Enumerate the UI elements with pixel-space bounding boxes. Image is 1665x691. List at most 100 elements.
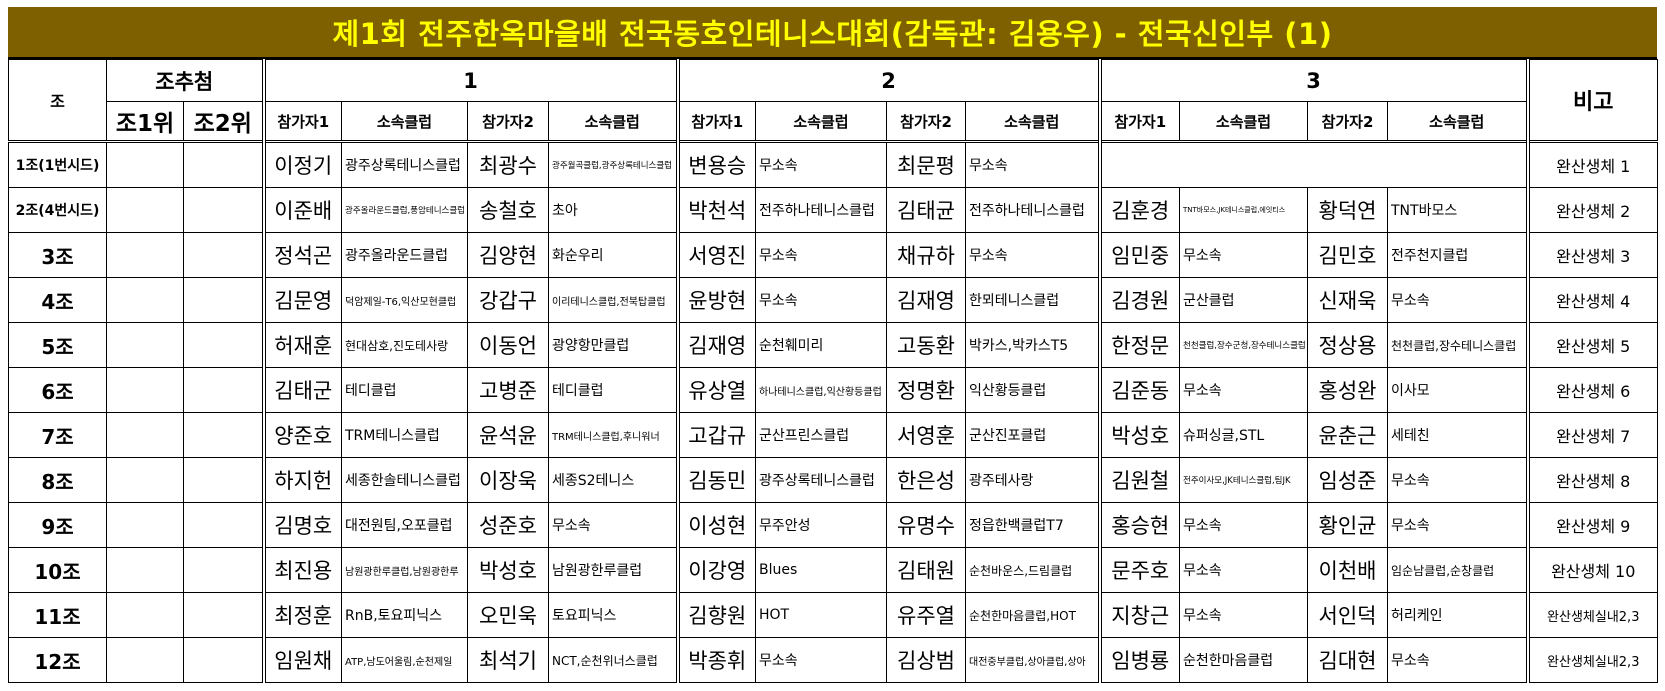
slot-2-header: 2 — [675, 59, 1100, 102]
group-label: 5조 — [8, 322, 107, 368]
rank2-cell[interactable] — [183, 232, 264, 278]
slot-2-club2: 군산진포클럽 — [965, 412, 1100, 458]
slot-2-club2: 무소속 — [965, 232, 1100, 278]
slot-1-player1: 양준호 — [261, 412, 342, 458]
rank2-cell[interactable] — [183, 322, 264, 368]
slot-1-player1: 최정훈 — [261, 592, 342, 638]
rank2-cell[interactable] — [183, 637, 264, 683]
slot-1-player2: 최석기 — [467, 637, 549, 683]
group-label: 4조 — [8, 277, 107, 323]
slot-1-club1: 세종한솔테니스클럽 — [341, 457, 468, 503]
slot-1-club2: 테디클럽 — [548, 367, 678, 413]
table-row: 11조 최정훈 RnB,토요피닉스 오민욱 토요피닉스 김향원 HOT 유주열 순천한마음클럽,… — [8, 592, 1658, 638]
slot-1-club1: 광주올라운드클럽,풍암테니스클럽 — [341, 187, 468, 233]
rank1-cell[interactable] — [106, 637, 184, 683]
slot-3-club2: 무소속 — [1387, 277, 1528, 323]
slot-3-player1: 김훈경 — [1097, 187, 1180, 233]
slot-1-club1: 광주올라운드클럽 — [341, 232, 468, 278]
rank1-cell[interactable] — [106, 277, 184, 323]
slot-1-player1: 김문영 — [261, 277, 342, 323]
rank1-cell[interactable] — [106, 457, 184, 503]
slot-1-player1: 이준배 — [261, 187, 342, 233]
slot-3-club1: 무소속 — [1179, 367, 1308, 413]
slot-3-player2: 신재욱 — [1307, 277, 1388, 323]
table-row: 2조(4번시드) 이준배 광주올라운드클럽,풍암테니스클럽 송철호 초아 박천석 전주하나테… — [8, 187, 1658, 233]
slot-3-player2: 김민호 — [1307, 232, 1388, 278]
rank1-cell[interactable] — [106, 592, 184, 638]
note-cell: 완산생체실내2,3 — [1525, 637, 1658, 683]
slot-3-player2: 윤춘근 — [1307, 412, 1388, 458]
rank1-cell[interactable] — [106, 547, 184, 593]
slot-1-club2: 광주월곡클럽,광주상록테니스클럽 — [548, 141, 678, 188]
slot-2-player2: 김태원 — [886, 547, 966, 593]
rank2-cell[interactable] — [183, 141, 264, 188]
slot-2-club1: Blues — [755, 547, 887, 593]
rank1-cell[interactable] — [106, 187, 184, 233]
slot-1-player2: 이장욱 — [467, 457, 549, 503]
slot-2-club1: HOT — [755, 592, 887, 638]
note-header: 비고 — [1525, 59, 1658, 143]
slot-2-player2: 한은성 — [886, 457, 966, 503]
rank1-cell[interactable] — [106, 322, 184, 368]
slot-3-club1: 무소속 — [1179, 502, 1308, 548]
slot-1-player1: 최진용 — [261, 547, 342, 593]
slot-3-club2: 천천클럽,장수테니스클럽 — [1387, 322, 1528, 368]
rank2-cell[interactable] — [183, 277, 264, 323]
rank1-cell[interactable] — [106, 502, 184, 548]
table-row: 6조 김태군 테디클럽 고병준 테디클럽 유상열 하나테니스클럽,익산황등클럽 정명환 익산황등… — [8, 367, 1658, 413]
slot-3-player1: 김준동 — [1097, 367, 1180, 413]
slot-1-player1: 허재훈 — [261, 322, 342, 368]
rank2-cell[interactable] — [183, 367, 264, 413]
draw-table: 조 조추첨 1 2 3 비고 조1위 조2위 참가자1 소속클럽 참가자2 소속클럽 참… — [8, 59, 1658, 683]
rank1-cell[interactable] — [106, 232, 184, 278]
slot-1-player1: 정석곤 — [261, 232, 342, 278]
slot-2-club1: 군산프린스클럽 — [755, 412, 887, 458]
slot-3-player2: 황인균 — [1307, 502, 1388, 548]
slot-3-player1: 임병룡 — [1097, 637, 1180, 683]
slot-2-club2: 순천바운스,드림클럽 — [965, 547, 1100, 593]
slot-3-club2: TNT바모스 — [1387, 187, 1528, 233]
slot-1-player2: 박성호 — [467, 547, 549, 593]
slot-1-club2: 무소속 — [548, 502, 678, 548]
slot-3-player2: 김대현 — [1307, 637, 1388, 683]
slot-2-player1: 서영진 — [675, 232, 756, 278]
rank2-cell[interactable] — [183, 502, 264, 548]
slot-3-club1: 군산클럽 — [1179, 277, 1308, 323]
rank2-cell[interactable] — [183, 592, 264, 638]
slot-1-club2: 초아 — [548, 187, 678, 233]
slot-3-player1: 임민중 — [1097, 232, 1180, 278]
note-cell: 완산생체 8 — [1525, 457, 1658, 503]
table-row: 4조 김문영 덕암제일-T6,익산모현클럽 강갑구 이리테니스클럽,전북탑클럽 윤방현 무소… — [8, 277, 1658, 323]
note-cell: 완산생체 6 — [1525, 367, 1658, 413]
group-label: 6조 — [8, 367, 107, 413]
slot-2-player2: 최문평 — [886, 141, 966, 188]
club-header: 소속클럽 — [1179, 101, 1308, 143]
slot-1-club2: 남원광한루클럽 — [548, 547, 678, 593]
rank1-cell[interactable] — [106, 141, 184, 188]
slot-3-club2: 무소속 — [1387, 637, 1528, 683]
rank2-cell[interactable] — [183, 547, 264, 593]
note-cell: 완산생체 9 — [1525, 502, 1658, 548]
slot-1-club2: 세종S2테니스 — [548, 457, 678, 503]
note-cell: 완산생체실내2,3 — [1525, 592, 1658, 638]
rank2-cell[interactable] — [183, 457, 264, 503]
rank2-cell[interactable] — [183, 187, 264, 233]
slot-3-club2: 무소속 — [1387, 502, 1528, 548]
table-row: 10조 최진용 남원광한루클럽,남원광한루 박성호 남원광한루클럽 이강영 Blues 김태원… — [8, 547, 1658, 593]
slot-1-club1: 테디클럽 — [341, 367, 468, 413]
slot-2-player1: 박종휘 — [675, 637, 756, 683]
slot-2-club1: 무소속 — [755, 141, 887, 188]
slot-1-club1: 대전원팀,오포클럽 — [341, 502, 468, 548]
rank2-cell[interactable] — [183, 412, 264, 458]
note-cell: 완산생체 2 — [1525, 187, 1658, 233]
slot-1-header: 1 — [261, 59, 678, 102]
slot-1-player1: 김태군 — [261, 367, 342, 413]
slot-2-player2: 정명환 — [886, 367, 966, 413]
rank1-cell[interactable] — [106, 412, 184, 458]
slot-1-player2: 송철호 — [467, 187, 549, 233]
slot-1-player1: 임원채 — [261, 637, 342, 683]
rank1-cell[interactable] — [106, 367, 184, 413]
note-cell: 완산생체 5 — [1525, 322, 1658, 368]
slot-3-club1: 무소속 — [1179, 232, 1308, 278]
slot-3-club2: 이사모 — [1387, 367, 1528, 413]
